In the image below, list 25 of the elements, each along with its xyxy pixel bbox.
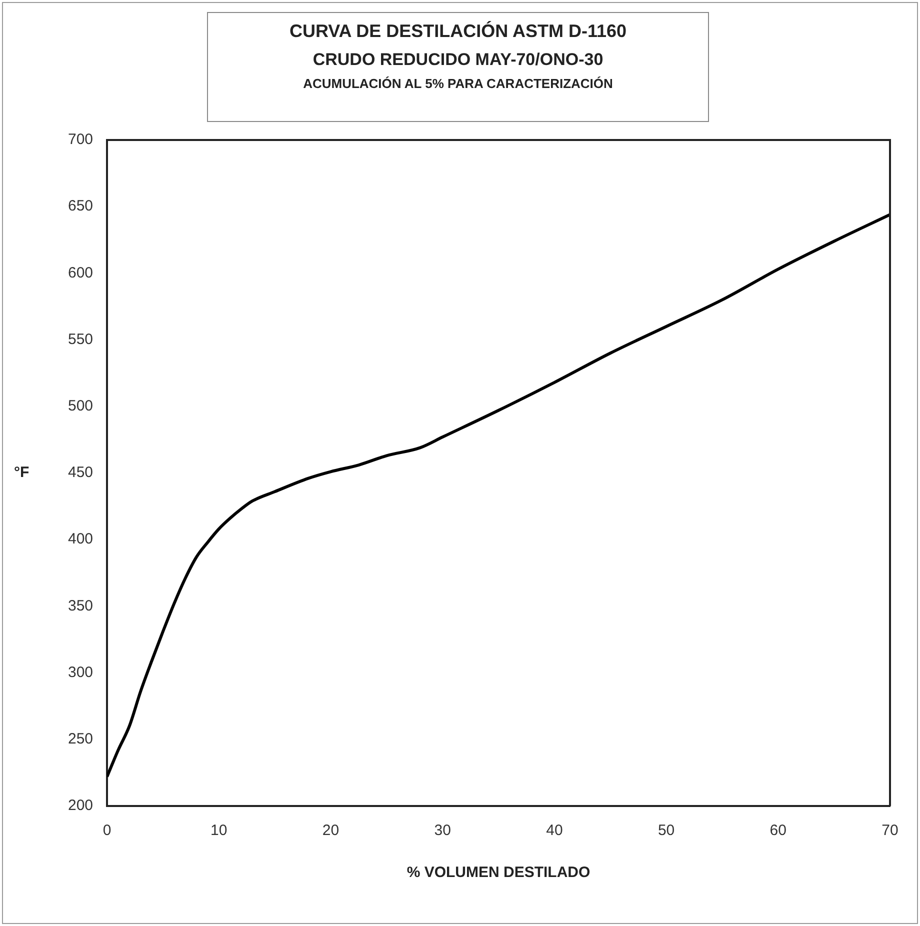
y-tick-label: 700 (68, 131, 94, 148)
x-axis-title: % VOLUMEN DESTILADO (406, 864, 591, 882)
x-tick-label: 40 (546, 822, 563, 840)
y-axis-title: °F (14, 464, 30, 482)
x-tick-label: 0 (102, 822, 112, 840)
line-series (107, 213, 890, 778)
chart-subtitle: CRUDO REDUCIDO MAY-70/ONO-30 (312, 50, 604, 70)
x-tick-label: 20 (322, 822, 340, 840)
x-tick-label: 70 (882, 822, 898, 840)
y-tick-label: 450 (68, 464, 94, 482)
x-tick-label: 10 (210, 822, 228, 840)
y-tick-label: 400 (68, 530, 94, 548)
y-tick-label: 350 (68, 597, 94, 614)
y-tick-label: 500 (68, 398, 94, 415)
x-tick-label: 60 (770, 822, 786, 840)
y-tick-label: 600 (68, 264, 94, 282)
text: ACUMULACIÓN AL 5% PARA CARACTERIZACIÓN (302, 76, 614, 91)
y-tick-label: 250 (68, 730, 94, 748)
y-tick-label: 200 (68, 797, 94, 814)
y-tick-label: 300 (68, 664, 94, 681)
y-tick-label: 550 (68, 330, 94, 348)
x-tick-label: 30 (434, 822, 451, 840)
x-tick-label: 50 (658, 822, 675, 840)
y-tick-label: 650 (68, 198, 94, 215)
chart-title: CURVA DE DESTILACIÓN ASTM D-1160 (288, 21, 628, 42)
